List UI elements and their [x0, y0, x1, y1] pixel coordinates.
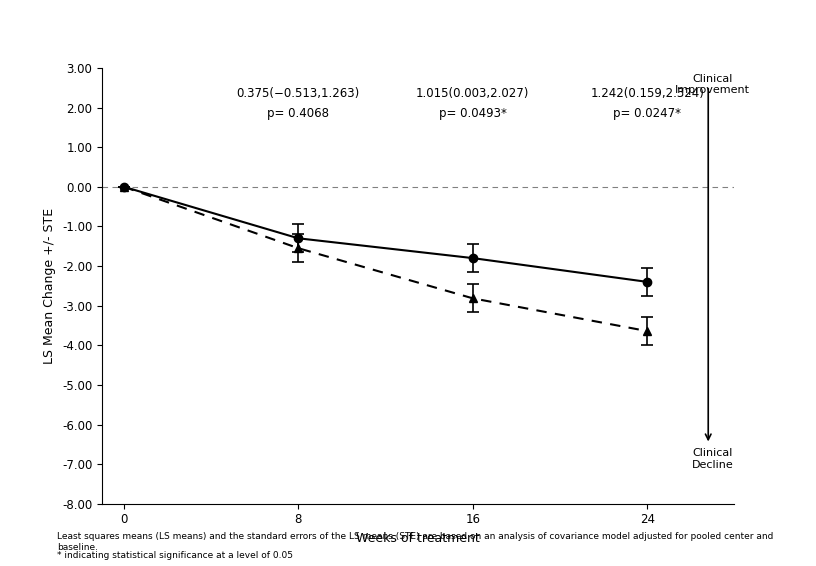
Text: p= 0.0247*: p= 0.0247* [613, 107, 681, 120]
Text: Clinical
Improvement: Clinical Improvement [675, 74, 750, 96]
Text: 0.375(−0.513,1.263): 0.375(−0.513,1.263) [237, 87, 360, 100]
Text: * indicating statistical significance at a level of 0.05: * indicating statistical significance at… [57, 551, 293, 560]
Text: Clinical
Decline: Clinical Decline [692, 448, 734, 470]
Y-axis label: LS Mean Change +/- STE: LS Mean Change +/- STE [43, 208, 56, 364]
Text: 1.015(0.003,2.027): 1.015(0.003,2.027) [416, 87, 530, 100]
X-axis label: Weeks of treatment: Weeks of treatment [357, 532, 480, 545]
Text: p= 0.0493*: p= 0.0493* [439, 107, 507, 120]
Text: p= 0.4068: p= 0.4068 [268, 107, 330, 120]
Text: 1.242(0.159,2.324): 1.242(0.159,2.324) [590, 87, 704, 100]
Text: Least squares means (LS means) and the standard errors of the LS means (STE) are: Least squares means (LS means) and the s… [57, 533, 774, 552]
